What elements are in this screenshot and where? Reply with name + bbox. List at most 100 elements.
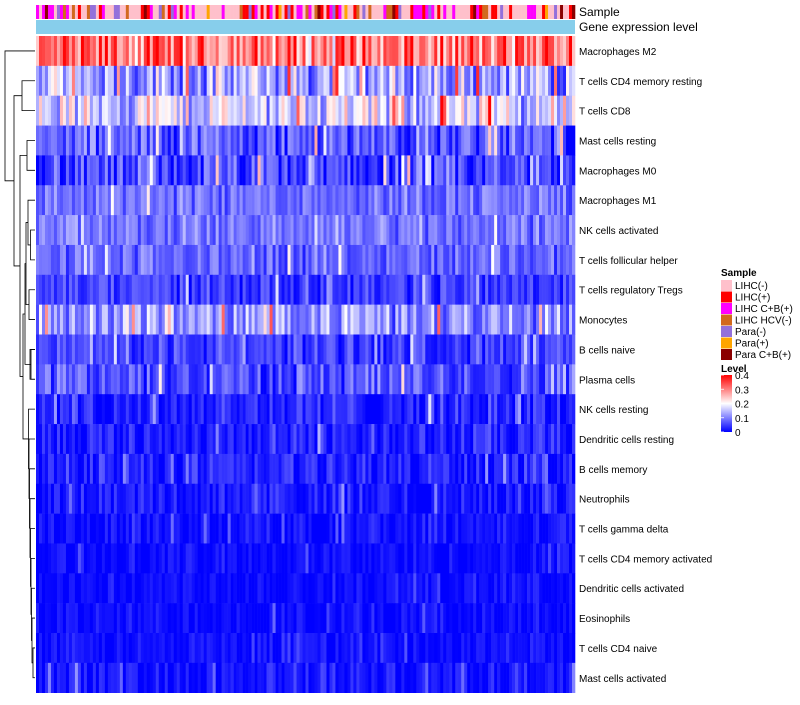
heatmap-cell (200, 364, 204, 395)
heatmap-cell (416, 573, 420, 604)
heatmap-cell (266, 394, 270, 425)
heatmap-cell (560, 125, 564, 156)
heatmap-cell (83, 603, 88, 634)
heatmap-cell (530, 483, 534, 514)
heatmap-cell (482, 603, 486, 634)
heatmap-cell (299, 155, 303, 186)
heatmap-cell (317, 334, 321, 365)
heatmap-cell (545, 36, 549, 67)
heatmap-cell (41, 603, 46, 634)
heatmap-cell (368, 633, 372, 664)
heatmap-cell (308, 453, 312, 485)
heatmap-cell (275, 424, 279, 455)
heatmap-cell (98, 36, 103, 67)
heatmap-cell (491, 304, 495, 335)
heatmap-cell (539, 573, 543, 604)
heatmap-cell (500, 543, 504, 574)
heatmap-cell (542, 125, 546, 156)
heatmap-cell (431, 244, 435, 276)
heatmap-cell (401, 334, 405, 365)
heatmap-cell (47, 603, 52, 634)
heatmap-cell (179, 244, 184, 276)
heatmap-cell (470, 513, 474, 544)
heatmap-cell (482, 304, 486, 335)
heatmap-cell (260, 513, 264, 544)
heatmap-cell (455, 185, 459, 216)
heatmap-cell (206, 662, 210, 693)
heatmap-cell (308, 483, 312, 514)
heatmap-cell (209, 274, 213, 305)
heatmap-cell (383, 483, 387, 514)
heatmap-cell (146, 274, 151, 305)
heatmap-cell (359, 185, 363, 216)
heatmap-cell (254, 364, 258, 395)
heatmap-cell (116, 274, 121, 305)
heatmap-cell (347, 185, 351, 216)
sample-track-cell (500, 5, 504, 19)
heatmap-cell (47, 95, 52, 126)
heatmap-cell (413, 155, 417, 186)
heatmap-cell (464, 543, 468, 574)
heatmap-cell (521, 304, 525, 335)
heatmap-cell (314, 394, 318, 425)
heatmap-cell (113, 513, 118, 544)
heatmap-cell (122, 155, 127, 186)
heatmap-cell (266, 95, 270, 126)
heatmap-cell (518, 364, 522, 395)
heatmap-cell (284, 95, 288, 126)
heatmap-cell (116, 543, 121, 574)
heatmap-cell (77, 125, 82, 156)
heatmap-cell (47, 304, 52, 335)
heatmap-cell (512, 424, 516, 455)
heatmap-cell (530, 65, 534, 96)
heatmap-cell (83, 543, 88, 574)
heatmap-cell (455, 364, 459, 395)
heatmap-cell (251, 424, 255, 455)
heatmap-cell (176, 633, 181, 664)
heatmap-cell (236, 304, 240, 335)
heatmap-cell (467, 513, 471, 544)
heatmap-cell (212, 36, 216, 67)
dendrogram-link (30, 229, 35, 261)
heatmap-cell (233, 662, 237, 693)
heatmap-cell (368, 274, 372, 305)
heatmap-cell (227, 304, 231, 335)
heatmap-cell (74, 65, 79, 96)
heatmap-cell (152, 394, 157, 425)
heatmap-cell (227, 513, 231, 544)
heatmap-cell (56, 244, 61, 276)
heatmap-cell (179, 125, 184, 156)
heatmap-cell (482, 65, 486, 96)
heatmap-cell (188, 65, 193, 96)
heatmap-cell (353, 453, 357, 485)
heatmap-cell (80, 244, 85, 276)
heatmap-cell (383, 155, 387, 186)
heatmap-cell (182, 603, 187, 634)
heatmap-cell (392, 155, 396, 186)
heatmap-cell (68, 215, 73, 246)
heatmap-cell (311, 603, 315, 634)
sample-track-cell (380, 5, 384, 19)
heatmap-cell (491, 573, 495, 604)
heatmap-cell (185, 185, 190, 216)
heatmap-cell (326, 364, 330, 395)
heatmap-cell (542, 304, 546, 335)
heatmap-cell (248, 125, 252, 156)
heatmap-cell (155, 483, 160, 514)
heatmap-cell (569, 424, 573, 455)
heatmap-cell (293, 364, 297, 395)
heatmap-cell (107, 334, 112, 365)
heatmap-cell (365, 274, 369, 305)
heatmap-cell (299, 364, 303, 395)
heatmap-cell (227, 274, 231, 305)
heatmap-cell (533, 453, 537, 485)
heatmap-cell (269, 215, 273, 246)
heatmap-cell (110, 662, 115, 693)
heatmap-cell (353, 364, 357, 395)
heatmap-cell (167, 394, 172, 425)
heatmap-cell (194, 364, 198, 395)
heatmap-cell (431, 662, 435, 693)
heatmap-cell (203, 364, 207, 395)
heatmap-cell (389, 364, 393, 395)
heatmap-cell (140, 304, 145, 335)
